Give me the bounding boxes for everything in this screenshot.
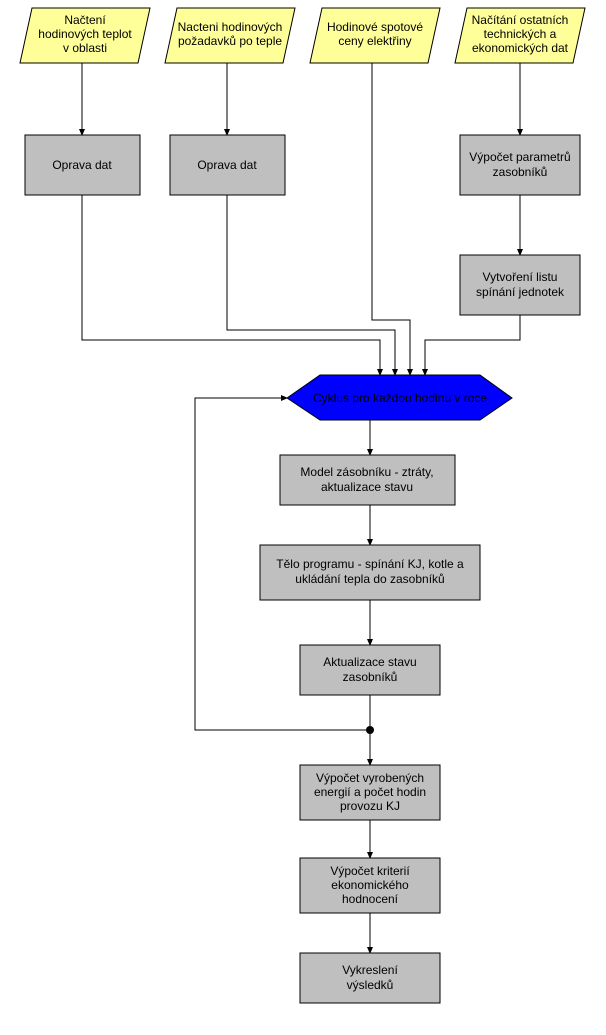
- edge-b1-hex: [82, 195, 380, 375]
- p3-line1: ceny elektřiny: [338, 34, 411, 48]
- b8-line1: energií a počet hodin: [314, 785, 426, 799]
- p1-line1: hodinových teplot: [38, 27, 132, 41]
- b3-line1: zasobníků: [493, 165, 548, 179]
- b8-line2: provozu KJ: [340, 799, 400, 813]
- b8-line0: Výpočet vyrobených: [316, 771, 424, 785]
- p4-line0: Načítání ostatních: [472, 13, 569, 27]
- edge-p3-hex: [372, 63, 410, 375]
- p2-line1: požadavků po teple: [178, 34, 282, 48]
- b5-line1: aktualizace stavu: [321, 480, 413, 494]
- b1-line0: Oprava dat: [52, 158, 112, 172]
- p4-line1: technických a: [484, 27, 557, 41]
- p4-line2: ekonomických dat: [472, 41, 569, 55]
- b4-line0: Vytvoření listu: [483, 270, 558, 284]
- b9-line2: hodnocení: [342, 892, 399, 906]
- junction-dot: [366, 726, 374, 734]
- p1-line0: Načtení: [64, 13, 106, 27]
- edge-b4-hex: [425, 315, 520, 375]
- b3-line0: Výpočet parametrů: [469, 150, 570, 164]
- p1-line2: v oblasti: [63, 41, 107, 55]
- b6-line1: ukládání tepla do zasobníků: [295, 572, 444, 586]
- p2-line0: Nacteni hodinových: [178, 20, 283, 34]
- b10-line0: Vykreslení: [342, 963, 398, 977]
- p3-line0: Hodinové spotové: [327, 20, 423, 34]
- b2-line0: Oprava dat: [197, 158, 257, 172]
- b6-line0: Tělo programu - spínání KJ, kotle a: [276, 557, 464, 571]
- b9-line1: ekonomického: [331, 878, 409, 892]
- b7-line1: zasobníků: [343, 670, 398, 684]
- b4-line1: spínání jednotek: [476, 285, 565, 299]
- flowchart-canvas: Načtení hodinových teplot v oblasti Nact…: [0, 0, 606, 1035]
- b5-line0: Model zásobníku - ztráty,: [300, 465, 433, 479]
- b10-line1: výsledků: [347, 978, 394, 992]
- hex-line0: Cyklus pro každou hodinu v roce: [313, 391, 487, 405]
- b7-line0: Aktualizace stavu: [323, 655, 416, 669]
- edge-b2-hex: [227, 195, 395, 375]
- b9-line0: Výpočet kriterií: [330, 864, 410, 878]
